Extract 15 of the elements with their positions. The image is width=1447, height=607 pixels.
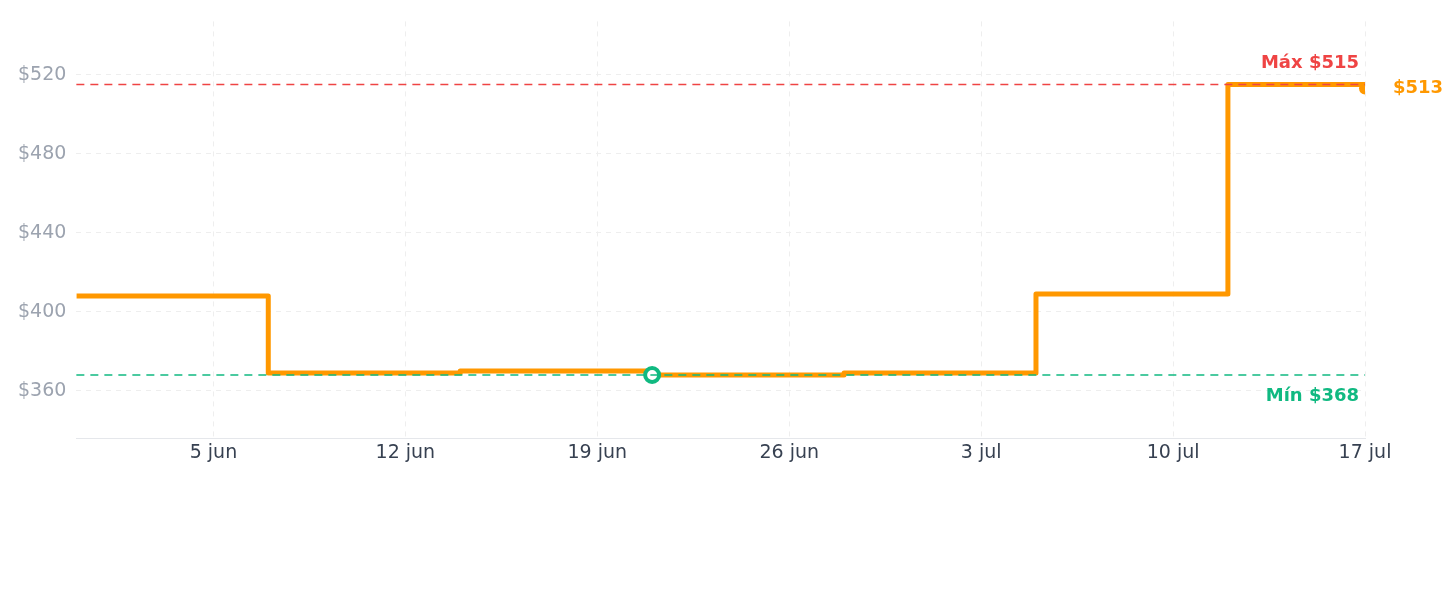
x-tick-label: 17 jul: [1338, 439, 1392, 462]
ref-line-label: Máx $515: [1260, 51, 1359, 73]
y-tick-label: $520: [17, 61, 67, 84]
annotation: $513: [1393, 76, 1444, 98]
y-tick-label: $440: [17, 219, 67, 242]
y-tick-label: $480: [17, 140, 67, 163]
ref-line-label: Mín $368: [1265, 383, 1359, 405]
x-tick-label: 26 jun: [759, 439, 820, 462]
x-tick-label: 3 jul: [960, 439, 1002, 462]
y-tick-label: $400: [17, 298, 67, 321]
x-tick-label: 19 jun: [567, 439, 628, 462]
y-tick-label: $360: [17, 377, 67, 400]
x-tick-label: 5 jun: [189, 439, 238, 462]
x-tick-label: 10 jul: [1146, 439, 1200, 462]
x-tick-label: 12 jun: [375, 439, 436, 462]
